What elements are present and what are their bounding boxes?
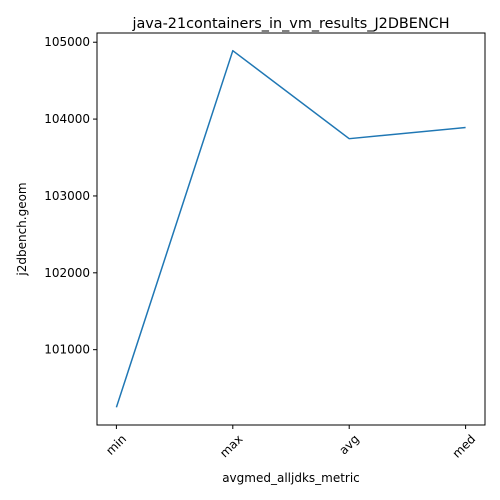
y-tick-label: 101000 (44, 343, 90, 357)
y-tick-label: 103000 (44, 189, 90, 203)
x-tick-label: med (450, 432, 479, 461)
x-tick-label: avg (336, 432, 362, 458)
chart-title: java-21containers_in_vm_results_J2DBENCH (131, 16, 449, 32)
plot-frame (97, 33, 485, 425)
y-axis: 101000 102000 103000 104000 105000 (44, 35, 97, 356)
series-line (116, 51, 465, 408)
x-tick-label: max (217, 432, 245, 460)
x-tick-label: min (103, 432, 129, 458)
y-tick-label: 104000 (44, 112, 90, 126)
x-axis-title: avgmed_alljdks_metric (222, 471, 360, 485)
series-group (116, 51, 465, 408)
x-axis: min max avg med (103, 425, 478, 461)
y-tick-label: 105000 (44, 35, 90, 49)
y-tick-label: 102000 (44, 266, 90, 280)
y-axis-title: j2dbench.geom (15, 182, 29, 276)
plot-area (97, 33, 485, 425)
